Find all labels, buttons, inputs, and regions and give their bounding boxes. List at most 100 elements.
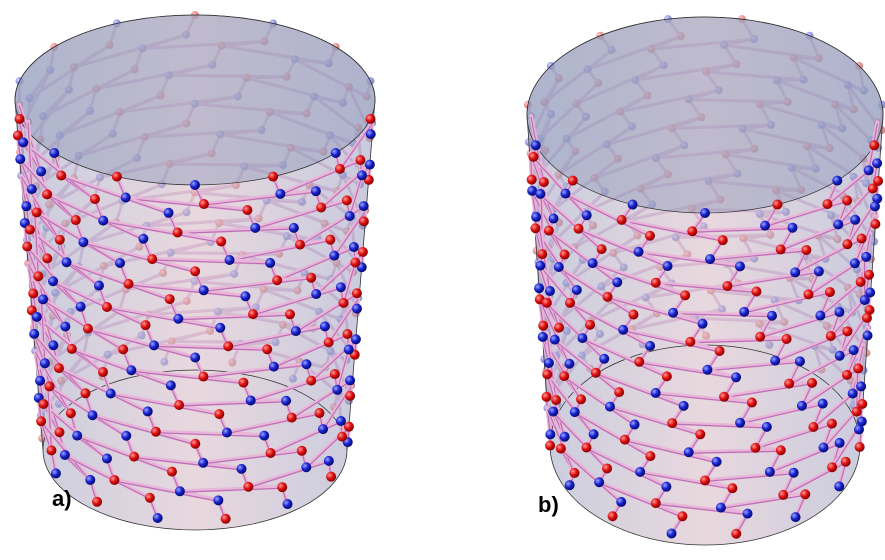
- atom: [326, 472, 336, 482]
- atom: [29, 329, 39, 339]
- atom: [277, 482, 287, 492]
- atom: [564, 359, 574, 369]
- atom: [545, 429, 555, 439]
- atom: [568, 176, 578, 186]
- atom: [544, 358, 554, 368]
- atom: [72, 431, 82, 441]
- atom: [651, 498, 661, 508]
- atom: [818, 399, 828, 409]
- atom: [542, 369, 552, 379]
- atom: [842, 370, 852, 380]
- atom: [49, 148, 59, 158]
- atom: [715, 346, 725, 356]
- atom: [800, 489, 810, 499]
- atom: [545, 286, 555, 296]
- figure: a) b): [0, 0, 885, 560]
- atom: [287, 413, 297, 423]
- atom: [731, 529, 741, 539]
- atom: [767, 311, 777, 321]
- atom: [645, 231, 655, 241]
- atom: [538, 332, 548, 342]
- atom: [731, 372, 741, 382]
- atom: [612, 277, 622, 287]
- atom: [297, 446, 307, 456]
- atom: [834, 481, 844, 491]
- atom: [33, 271, 43, 281]
- atom: [358, 247, 368, 257]
- atom: [801, 245, 811, 255]
- atom: [51, 468, 61, 478]
- atom: [311, 289, 321, 299]
- atom: [54, 427, 64, 437]
- atom: [250, 223, 260, 233]
- atom: [336, 416, 346, 426]
- atom: [289, 223, 299, 233]
- panel-label: b): [538, 492, 559, 517]
- atom: [668, 308, 678, 318]
- atom: [750, 443, 760, 453]
- atom: [535, 189, 545, 199]
- atom: [685, 337, 695, 347]
- atom: [236, 464, 246, 474]
- atom: [149, 340, 159, 350]
- atom: [535, 261, 545, 271]
- atom: [42, 189, 52, 199]
- atom: [842, 326, 852, 336]
- atom: [782, 334, 792, 344]
- atom: [527, 175, 537, 185]
- atom: [537, 249, 547, 259]
- atom: [679, 401, 689, 411]
- atom: [634, 247, 644, 257]
- atom: [868, 183, 878, 193]
- atom: [825, 287, 835, 297]
- atom: [164, 208, 174, 218]
- cylinder-top: [15, 15, 375, 185]
- atom: [832, 176, 842, 186]
- atom: [18, 137, 28, 147]
- atom: [791, 512, 801, 522]
- atom: [198, 458, 208, 468]
- atom: [66, 408, 76, 418]
- atom: [853, 363, 863, 373]
- atom: [814, 266, 824, 276]
- atom: [316, 202, 326, 212]
- atom: [174, 400, 184, 410]
- atom: [577, 333, 587, 343]
- atom: [591, 368, 601, 378]
- atom: [599, 354, 609, 364]
- atom: [337, 432, 347, 442]
- atom: [190, 439, 200, 449]
- atom: [60, 322, 70, 332]
- atom: [581, 442, 591, 452]
- atom: [357, 170, 367, 180]
- atom: [735, 418, 745, 428]
- atom: [42, 253, 52, 263]
- atom: [352, 304, 362, 314]
- atom: [351, 334, 361, 344]
- atom: [324, 456, 334, 466]
- atom: [776, 244, 786, 254]
- atom: [651, 388, 661, 398]
- atom: [173, 228, 183, 238]
- atom: [335, 164, 345, 174]
- atom: [863, 330, 873, 340]
- atom: [94, 281, 104, 291]
- atom: [345, 375, 355, 385]
- atom: [857, 234, 867, 244]
- atom: [76, 302, 86, 312]
- atom: [760, 221, 770, 231]
- atom: [755, 332, 765, 342]
- atom: [677, 511, 687, 521]
- atom: [198, 372, 208, 382]
- atom: [751, 287, 761, 297]
- atom: [268, 172, 278, 182]
- atom: [46, 445, 56, 455]
- atom: [332, 385, 342, 395]
- atom: [861, 252, 871, 262]
- atom: [538, 321, 548, 331]
- atom: [651, 278, 661, 288]
- atom: [141, 320, 151, 330]
- atom: [661, 482, 671, 492]
- atom: [848, 388, 858, 398]
- atom: [550, 335, 560, 345]
